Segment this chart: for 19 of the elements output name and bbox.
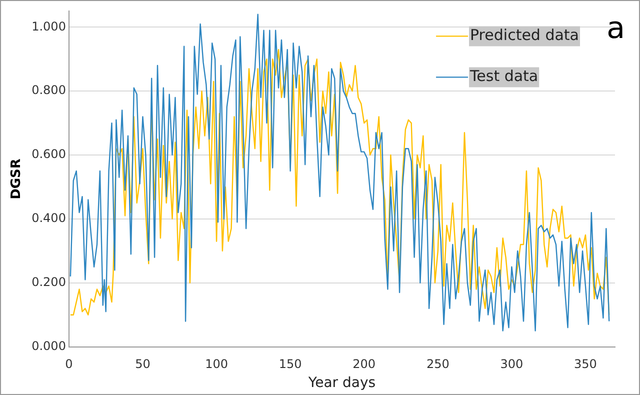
x-tick-label: 100 bbox=[205, 357, 228, 372]
y-tick-label: 0.800 bbox=[32, 83, 66, 98]
legend-label: Predicted data bbox=[470, 26, 580, 44]
y-tick-label: 0.000 bbox=[32, 338, 66, 353]
x-tick-label: 200 bbox=[352, 357, 376, 372]
y-tick-label: 0.200 bbox=[32, 275, 66, 289]
x-tick-label: 150 bbox=[278, 357, 302, 372]
x-axis-title: Year days bbox=[307, 375, 376, 392]
legend-label: Test data bbox=[469, 67, 538, 86]
x-tick-label: 250 bbox=[426, 357, 450, 372]
y-tick-label: 0.400 bbox=[32, 211, 66, 226]
x-tick-label: 350 bbox=[574, 357, 597, 372]
x-tick-label: 300 bbox=[500, 357, 524, 372]
x-tick-label: 0 bbox=[65, 357, 73, 372]
y-tick-label: 1.000 bbox=[32, 19, 66, 34]
x-tick-label: 50 bbox=[135, 357, 150, 372]
y-tick-label: 0.600 bbox=[32, 147, 66, 162]
annotation: a bbox=[606, 10, 625, 46]
y-axis-title: DGSR bbox=[9, 158, 24, 200]
